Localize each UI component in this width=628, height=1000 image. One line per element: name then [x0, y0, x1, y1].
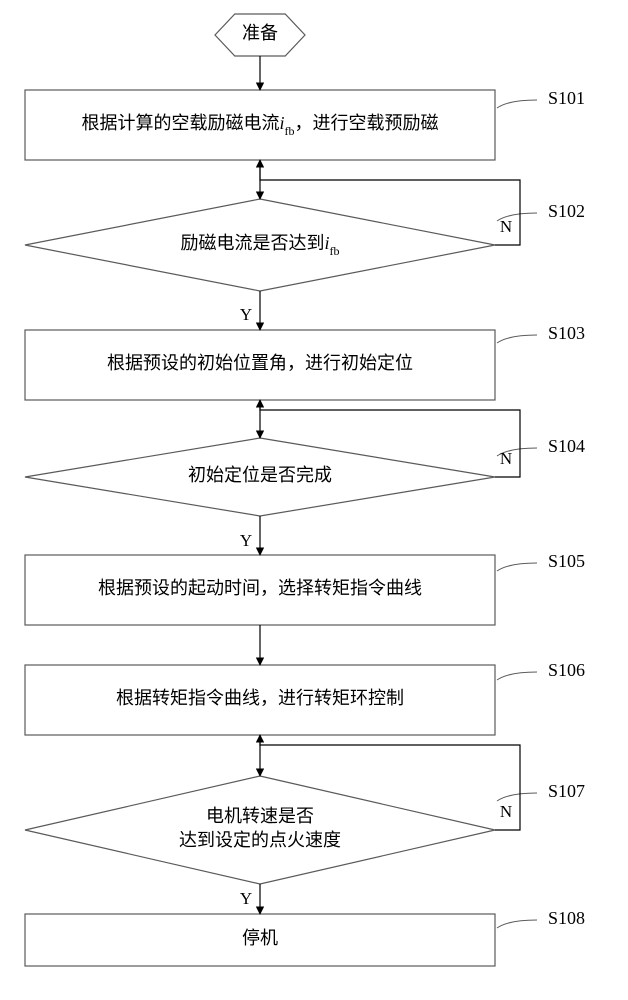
- svg-text:准备: 准备: [242, 23, 278, 43]
- label-lead-S107: [497, 793, 537, 801]
- label-lead-S103: [497, 335, 537, 343]
- step-label-S101: S101: [548, 88, 585, 108]
- label-lead-S108: [497, 920, 537, 928]
- svg-text:根据预设的初始位置角，进行初始定位: 根据预设的初始位置角，进行初始定位: [107, 353, 413, 373]
- step-label-S105: S105: [548, 551, 585, 571]
- edge-label: Y: [240, 889, 252, 908]
- svg-text:初始定位是否完成: 初始定位是否完成: [188, 465, 332, 485]
- edge-label: Y: [240, 305, 252, 324]
- step-label-S103: S103: [548, 323, 585, 343]
- label-lead-S105: [497, 563, 537, 571]
- edge-label: Y: [240, 531, 252, 550]
- step-label-S107: S107: [548, 781, 585, 801]
- edge-label: N: [500, 802, 512, 821]
- edge-label: N: [500, 217, 512, 236]
- edge-label: N: [500, 449, 512, 468]
- label-lead-S101: [497, 100, 537, 108]
- step-label-S104: S104: [548, 436, 585, 456]
- svg-text:根据预设的起动时间，选择转矩指令曲线: 根据预设的起动时间，选择转矩指令曲线: [98, 578, 422, 598]
- svg-text:电机转速是否: 电机转速是否: [206, 806, 314, 826]
- svg-text:停机: 停机: [242, 928, 278, 948]
- step-label-S106: S106: [548, 660, 585, 680]
- svg-text:根据转矩指令曲线，进行转矩环控制: 根据转矩指令曲线，进行转矩环控制: [116, 688, 404, 708]
- svg-text:达到设定的点火速度: 达到设定的点火速度: [179, 830, 341, 850]
- step-label-S108: S108: [548, 908, 585, 928]
- step-label-S102: S102: [548, 201, 585, 221]
- label-lead-S106: [497, 672, 537, 680]
